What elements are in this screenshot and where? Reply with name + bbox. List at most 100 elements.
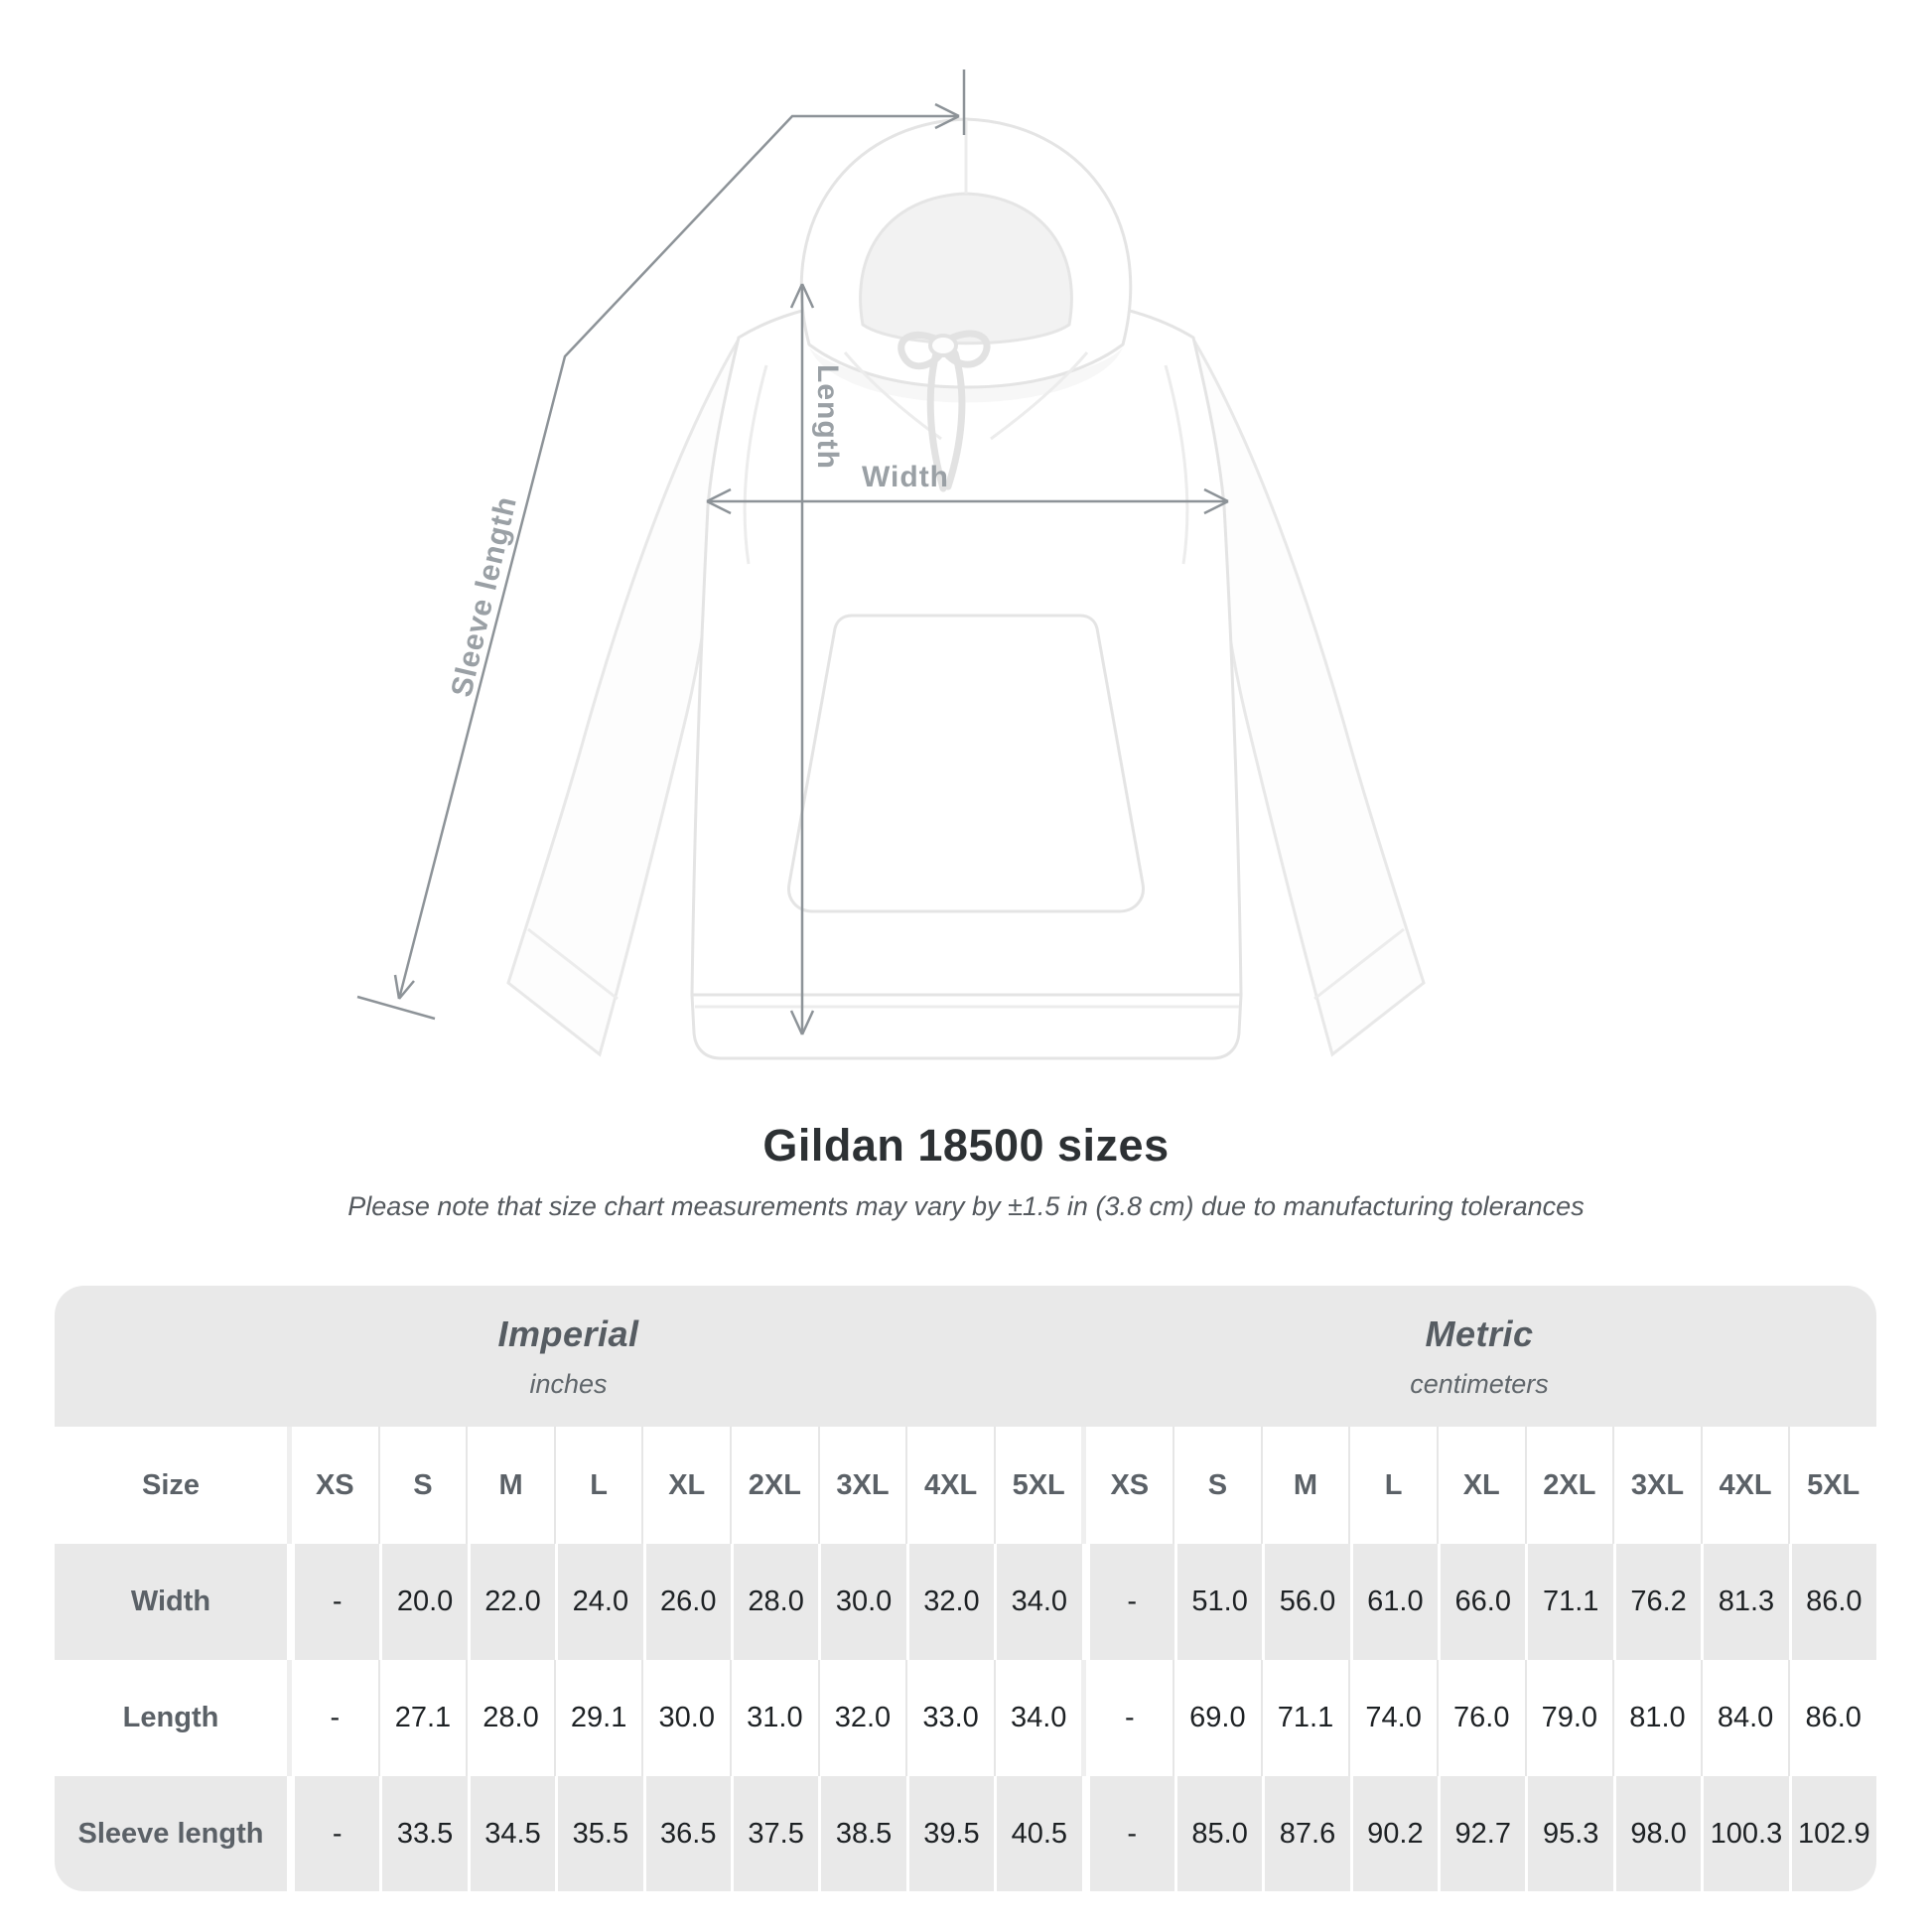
measurement-value: -: [1081, 1544, 1174, 1660]
hood-shadow: [809, 347, 1123, 403]
measurement-value: 66.0: [1438, 1544, 1525, 1660]
measurement-value: 74.0: [1348, 1660, 1437, 1776]
measurement-value: 56.0: [1262, 1544, 1349, 1660]
unit-group-band: Imperial inches Metric centimeters: [55, 1286, 1876, 1427]
size-header-imperial-m: M: [466, 1427, 554, 1544]
measurement-value: 100.3: [1701, 1776, 1788, 1891]
measurement-value: 39.5: [905, 1776, 994, 1891]
length-row: Length -27.1 28.0 29.1 30.0 31.0 32.0 33.0 34.0-…: [55, 1660, 1876, 1776]
size-table: Imperial inches Metric centimeters Size …: [55, 1286, 1876, 1891]
size-header-imperial-xs: XS: [287, 1427, 378, 1544]
measurement-value: 90.2: [1349, 1776, 1438, 1891]
size-header-metric-3xl: 3XL: [1612, 1427, 1701, 1544]
length-arrowhead-down: [789, 1010, 815, 1035]
measurement-value: 24.0: [555, 1544, 642, 1660]
width-dimension-label: Width: [862, 461, 949, 493]
metric-unit-label: centimeters: [1410, 1368, 1549, 1399]
right-armhole-seam: [1164, 364, 1189, 565]
size-header-metric-xs: XS: [1081, 1427, 1173, 1544]
measurement-value: 92.7: [1438, 1776, 1525, 1891]
measurement-value: 69.0: [1173, 1660, 1261, 1776]
measurement-value: 61.0: [1349, 1544, 1438, 1660]
measurement-value: 35.5: [555, 1776, 642, 1891]
measurement-value: 31.0: [730, 1660, 818, 1776]
measurement-value: 38.5: [818, 1776, 905, 1891]
measurement-value: 84.0: [1700, 1660, 1789, 1776]
width-arrowhead-left: [706, 487, 732, 515]
measurement-value: -: [1081, 1660, 1173, 1776]
imperial-group-cell: Imperial inches: [55, 1286, 1082, 1427]
sleeve-length-line: [397, 114, 959, 1000]
right-drape-seam: [990, 351, 1089, 441]
left-cuff-seam: [527, 927, 619, 1001]
measurement-value: 71.1: [1525, 1544, 1612, 1660]
measurement-value: 30.0: [818, 1544, 905, 1660]
size-column-header: Size: [141, 1468, 201, 1501]
measurement-value: 51.0: [1173, 1544, 1262, 1660]
metric-group-title: Metric: [1425, 1312, 1534, 1354]
measurement-value: 87.6: [1262, 1776, 1349, 1891]
sleeve-length-arrowhead-right: [934, 102, 960, 130]
hoodie-measurement-figure: Length Width Sleeve length: [356, 69, 1426, 1060]
size-header-metric-5xl: 5XL: [1788, 1427, 1876, 1544]
size-header-imperial-3xl: 3XL: [817, 1427, 906, 1544]
measurement-value: 86.0: [1788, 1544, 1876, 1660]
measurement-value: 26.0: [642, 1544, 731, 1660]
measurement-value: 32.0: [817, 1660, 906, 1776]
measurement-value: 40.5: [994, 1776, 1081, 1891]
size-header-imperial-4xl: 4XL: [905, 1427, 994, 1544]
hood-opening: [859, 192, 1073, 345]
size-header-metric-4xl: 4XL: [1700, 1427, 1789, 1544]
measurement-value: 34.0: [994, 1544, 1081, 1660]
measurement-value: 76.2: [1612, 1544, 1701, 1660]
left-armhole-seam: [743, 364, 768, 565]
measurement-value: 28.0: [730, 1544, 818, 1660]
drawstring-bow: [897, 330, 991, 492]
sleeve-length-arrowhead-bottom: [393, 974, 415, 1000]
sleeve-length-dimension-label: Sleeve length: [445, 493, 523, 701]
measurement-value: 20.0: [379, 1544, 467, 1660]
size-header-imperial-l: L: [553, 1427, 642, 1544]
sleeve-length-row: Sleeve length -33.5 34.5 35.5 36.5 37.5 38.5 39…: [55, 1776, 1876, 1891]
size-header-imperial-5xl: 5XL: [993, 1427, 1082, 1544]
imperial-group-title: Imperial: [497, 1312, 639, 1354]
measurement-value: 34.5: [467, 1776, 555, 1891]
length-dimension-label: Length: [811, 364, 844, 470]
imperial-unit-label: inches: [529, 1368, 608, 1399]
measurement-value: 81.3: [1701, 1544, 1788, 1660]
chart-heading: Gildan 18500 sizes Please note that size…: [0, 1120, 1932, 1222]
measurement-value: 22.0: [467, 1544, 555, 1660]
hem-band: [690, 993, 1243, 1060]
size-header-row: Size XS S M L XL 2XL 3XL 4XL 5XL XS S M L XL 2XL 3XL 4XL…: [55, 1427, 1876, 1544]
sleeve-length-bottom-tick: [356, 995, 436, 1021]
row-label: Sleeve length: [77, 1817, 264, 1850]
size-header-metric-xl: XL: [1436, 1427, 1525, 1544]
measurement-value: -: [287, 1544, 379, 1660]
right-cuff-seam: [1313, 927, 1405, 1001]
measurement-value: 85.0: [1173, 1776, 1262, 1891]
drawstring-left: [926, 349, 947, 492]
measurement-value: -: [287, 1776, 379, 1891]
measurement-value: 33.5: [379, 1776, 467, 1891]
kangaroo-pocket: [787, 614, 1145, 913]
measurement-value: 28.0: [466, 1660, 554, 1776]
size-header-imperial-xl: XL: [641, 1427, 730, 1544]
measurement-value: -: [1081, 1776, 1174, 1891]
measurement-value: 76.0: [1436, 1660, 1525, 1776]
measurement-value: -: [287, 1660, 378, 1776]
measurement-value: 37.5: [730, 1776, 818, 1891]
measurement-value: 34.0: [993, 1660, 1082, 1776]
measurement-value: 29.1: [553, 1660, 642, 1776]
measurement-value: 36.5: [642, 1776, 731, 1891]
size-header-metric-l: L: [1348, 1427, 1437, 1544]
drawstring-right: [944, 349, 966, 490]
size-header-metric-2xl: 2XL: [1524, 1427, 1613, 1544]
size-header-imperial-s: S: [377, 1427, 467, 1544]
measurement-value: 79.0: [1524, 1660, 1613, 1776]
measurement-value: 71.1: [1260, 1660, 1349, 1776]
size-header-metric-m: M: [1260, 1427, 1349, 1544]
page-title: Gildan 18500 sizes: [762, 1120, 1170, 1171]
bow-knot: [928, 334, 958, 357]
measurement-value: 102.9: [1788, 1776, 1876, 1891]
measurement-value: 95.3: [1525, 1776, 1612, 1891]
